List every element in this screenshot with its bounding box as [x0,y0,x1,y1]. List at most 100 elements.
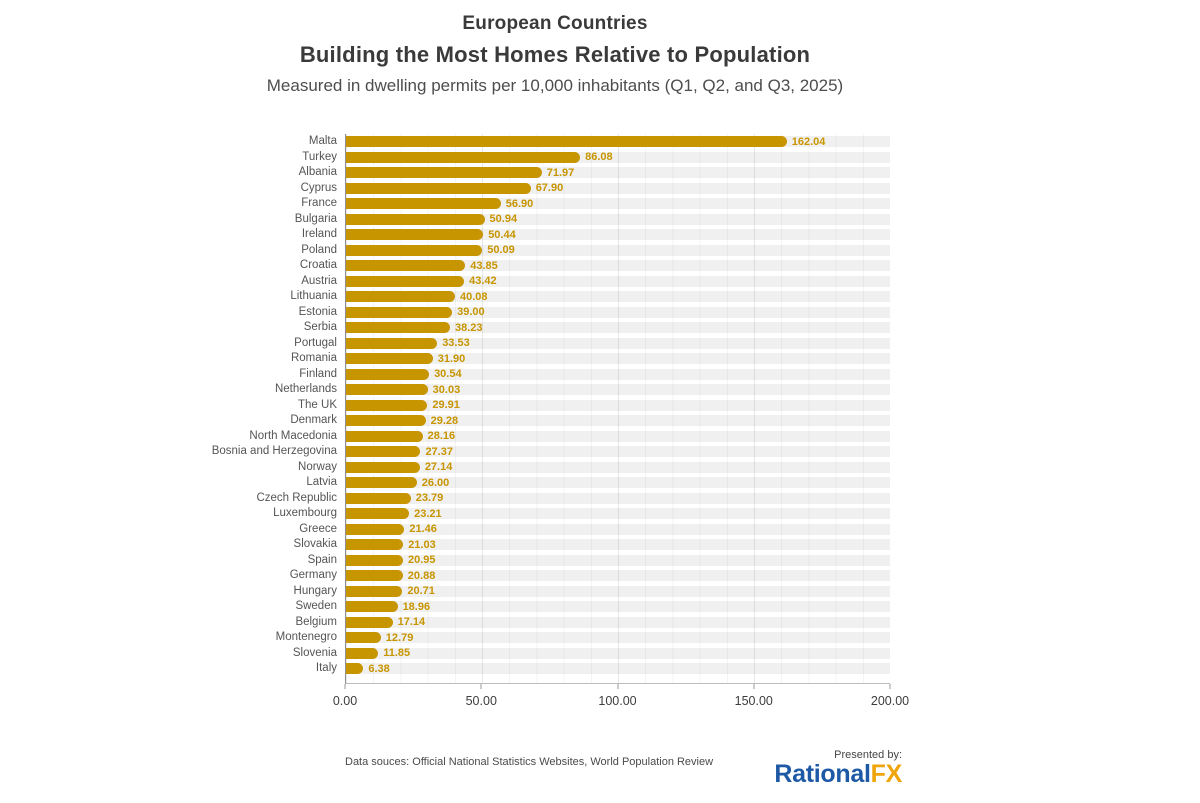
bar [346,167,542,179]
chart-subtitle: Measured in dwelling permits per 10,000 … [266,76,844,95]
bar [346,663,364,675]
row-track [346,601,890,613]
value-label: 31.90 [437,352,466,365]
x-axis-tick-label: 0.00 [332,693,358,708]
row-track [346,570,890,582]
bar [346,647,379,659]
chart-row: 29.28 [346,413,890,429]
row-track [346,229,890,241]
value-label: 86.08 [585,151,613,164]
country-label: Spain [307,553,337,566]
bar [346,182,531,194]
row-track [346,291,890,303]
bar [346,461,420,473]
value-label: 20.88 [407,569,436,582]
plot-area: 162.04 86.08 71.97 67.90 56.90 50.94 50.44 50.0… [345,134,890,684]
x-axis-spacer [0,684,345,714]
rationalfx-logo: RationalFX [774,759,902,788]
chart-row: 21.46 [346,522,890,538]
value-label: 71.97 [546,166,575,179]
value-label: 21.03 [408,538,436,551]
value-label: 23.21 [414,507,442,520]
row-track [346,198,890,210]
country-label: Cyprus [300,181,337,194]
x-axis-tick [753,683,755,689]
value-label: 39.00 [457,306,485,319]
value-label: 50.09 [487,244,515,257]
bar [346,229,484,241]
value-label: 27.14 [424,461,453,474]
value-label: 29.28 [430,414,459,427]
chart-row: 33.53 [346,336,890,352]
value-label: 26.00 [421,476,450,489]
country-label: Malta [308,135,337,147]
row-track [346,306,890,318]
row-track [346,151,890,163]
chart-row: 12.79 [346,630,890,646]
row-track [346,244,890,256]
country-label: Ireland [301,228,337,240]
row-track [346,647,890,659]
row-track [346,430,890,442]
row-track [346,322,890,334]
chart-row: 43.85 [346,258,890,274]
x-axis-tick [344,683,346,689]
chart-row: 39.00 [346,305,890,321]
chart-row: 17.14 [346,615,890,631]
row-track [346,399,890,411]
row-track [346,167,890,179]
row-track [346,492,890,504]
country-label: Slovakia [293,538,337,550]
bar [346,353,433,365]
chart-row: 23.79 [346,491,890,507]
bar [346,570,403,582]
chart-row: 11.85 [346,646,890,662]
value-label: 17.14 [397,616,426,629]
bar [346,446,421,458]
row-track [346,663,890,675]
country-label: France [301,197,337,209]
country-label: Albania [298,166,337,178]
bar [346,430,423,442]
chart-row: 20.71 [346,584,890,600]
bar [346,322,450,334]
value-label: 30.54 [434,368,462,381]
country-label: Turkey [302,150,337,163]
x-axis: 0.00 50.00 100.00 150.00 200.00 [0,683,909,714]
value-label: 33.53 [442,337,470,350]
value-label: 43.85 [470,259,498,272]
value-label: 30.03 [432,383,461,396]
chart-row: 162.04 [346,134,890,150]
bar [346,601,398,613]
row-track [346,337,890,349]
country-label: Croatia [299,259,337,271]
chart-row: 20.95 [346,553,890,569]
row-track [346,539,890,551]
row-track [346,508,890,520]
logo-text-rational: Rational [774,759,871,788]
chart-row: 56.90 [346,196,890,212]
value-label: 50.94 [489,213,518,226]
row-track [346,275,890,287]
value-label: 20.95 [407,554,436,567]
x-axis-tick [480,683,482,689]
bar-chart: Malta Turkey Albania Cyprus France Bulgaria Ir… [0,134,909,714]
title-line-2: Building the Most Homes Relative to Popu… [299,42,811,67]
chart-row: 86.08 [346,150,890,166]
bar [346,260,466,272]
value-label: 27.37 [425,445,453,458]
chart-row: 43.42 [346,274,890,290]
bar [346,306,453,318]
country-label: Belgium [295,615,337,628]
chart-row: 23.21 [346,506,890,522]
bar [346,554,403,566]
row-track [346,554,890,566]
value-label: 50.44 [488,228,516,241]
country-label: Portugal [294,336,337,349]
chart-row: 67.90 [346,181,890,197]
country-label: Austria [301,274,337,287]
country-label: Sweden [295,600,337,612]
row-track [346,384,890,396]
chart-row: 20.88 [346,568,890,584]
value-label: 21.46 [409,523,437,536]
